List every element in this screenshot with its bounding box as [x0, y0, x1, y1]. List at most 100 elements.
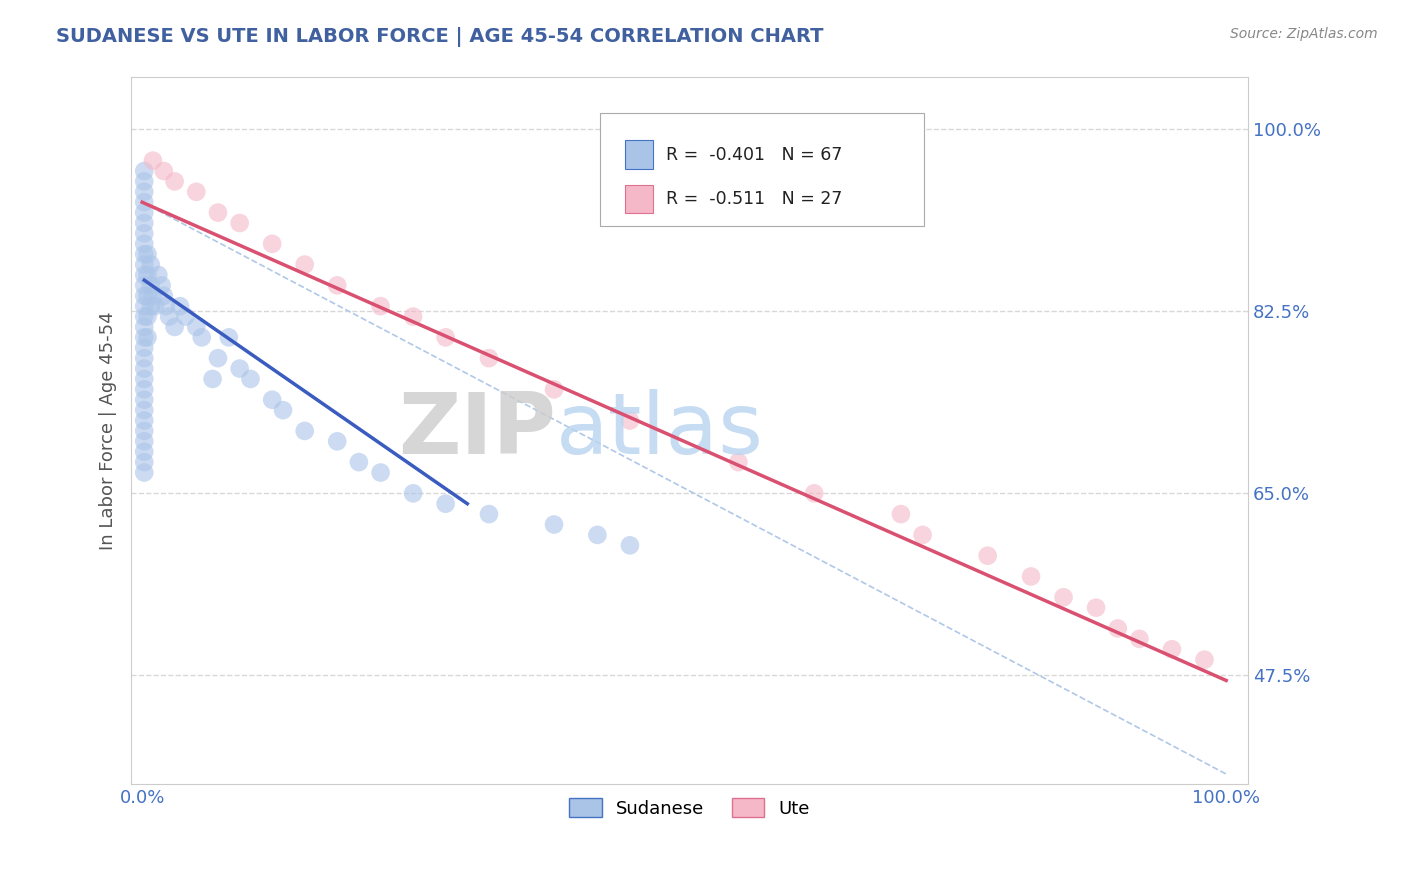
Point [134, 299, 156, 313]
Point [478, 351, 501, 366]
Point [239, 372, 262, 386]
Point [150, 278, 173, 293]
Point [134, 236, 156, 251]
Point [911, 528, 934, 542]
Point [1019, 569, 1042, 583]
Point [136, 289, 159, 303]
Point [134, 268, 156, 282]
Point [434, 497, 457, 511]
Point [143, 299, 166, 313]
Point [134, 185, 156, 199]
Point [134, 330, 156, 344]
Point [139, 299, 162, 313]
Point [402, 310, 425, 324]
Point [139, 258, 162, 272]
Point [134, 466, 156, 480]
Point [434, 330, 457, 344]
Point [370, 299, 392, 313]
Point [347, 455, 370, 469]
Point [174, 310, 197, 324]
Point [134, 403, 156, 417]
Point [134, 361, 156, 376]
Point [155, 299, 177, 313]
Point [262, 392, 284, 407]
Point [142, 289, 165, 303]
Point [134, 174, 156, 188]
Point [294, 258, 316, 272]
Point [190, 330, 212, 344]
Point [727, 455, 749, 469]
Point [134, 434, 156, 449]
Text: SUDANESE VS UTE IN LABOR FORCE | AGE 45-54 CORRELATION CHART: SUDANESE VS UTE IN LABOR FORCE | AGE 45-… [56, 27, 824, 46]
Text: Source: ZipAtlas.com: Source: ZipAtlas.com [1230, 27, 1378, 41]
Point [169, 299, 191, 313]
Point [1107, 622, 1129, 636]
Text: R =  -0.401   N = 67: R = -0.401 N = 67 [666, 145, 842, 163]
Point [1085, 600, 1108, 615]
Point [142, 153, 165, 168]
Point [402, 486, 425, 500]
Point [326, 434, 349, 449]
Point [134, 392, 156, 407]
Point [1194, 653, 1216, 667]
Point [890, 507, 912, 521]
Point [271, 403, 294, 417]
Text: atlas: atlas [555, 390, 763, 473]
Point [1052, 591, 1074, 605]
Point [478, 507, 501, 521]
Point [207, 205, 229, 219]
Point [163, 174, 186, 188]
Point [228, 361, 250, 376]
Point [803, 486, 825, 500]
Point [157, 310, 180, 324]
Point [134, 382, 156, 396]
Point [136, 330, 159, 344]
Point [207, 351, 229, 366]
Point [201, 372, 224, 386]
Point [186, 320, 208, 334]
Point [134, 205, 156, 219]
Point [152, 164, 174, 178]
Legend: Sudanese, Ute: Sudanese, Ute [562, 791, 817, 825]
Point [136, 268, 159, 282]
Point [134, 195, 156, 210]
Point [619, 413, 641, 427]
Point [543, 382, 565, 396]
Point [134, 320, 156, 334]
Text: ZIP: ZIP [398, 390, 555, 473]
Point [586, 528, 609, 542]
Point [163, 320, 186, 334]
Text: R =  -0.511   N = 27: R = -0.511 N = 27 [666, 190, 842, 208]
Point [152, 289, 174, 303]
Point [134, 341, 156, 355]
FancyBboxPatch shape [624, 185, 652, 213]
Point [1128, 632, 1150, 646]
Point [134, 424, 156, 438]
Point [294, 424, 316, 438]
Point [134, 278, 156, 293]
Point [262, 236, 284, 251]
Point [134, 289, 156, 303]
Point [134, 372, 156, 386]
Point [186, 185, 208, 199]
Point [148, 268, 170, 282]
Point [134, 216, 156, 230]
Point [134, 164, 156, 178]
Point [619, 538, 641, 552]
Point [136, 247, 159, 261]
Point [228, 216, 250, 230]
Point [134, 413, 156, 427]
FancyBboxPatch shape [624, 140, 652, 169]
Point [370, 466, 392, 480]
Point [134, 351, 156, 366]
Point [139, 278, 162, 293]
Point [976, 549, 998, 563]
Point [543, 517, 565, 532]
FancyBboxPatch shape [600, 112, 924, 226]
Point [134, 455, 156, 469]
Point [134, 310, 156, 324]
Point [134, 227, 156, 241]
Y-axis label: In Labor Force | Age 45-54: In Labor Force | Age 45-54 [100, 311, 117, 550]
Point [136, 310, 159, 324]
Point [134, 247, 156, 261]
